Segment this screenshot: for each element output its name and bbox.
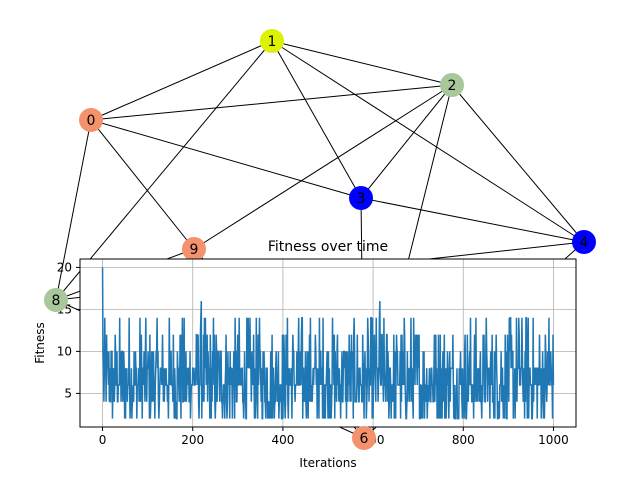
x-tick-label: 800 — [452, 433, 475, 447]
graph-node-circle — [79, 108, 103, 132]
graph-node-label: 9 — [190, 242, 199, 258]
graph-edge-0-2 — [90, 84, 453, 121]
x-tick-label: 400 — [271, 433, 294, 447]
graph-edge-1-8 — [55, 40, 273, 301]
graph-node-circle — [260, 29, 284, 53]
graph-node-6: 6 — [352, 426, 376, 450]
graph-edge-3-4 — [360, 197, 585, 243]
graph-node-2: 2 — [440, 73, 464, 97]
graph-node-circle — [182, 237, 206, 261]
graph-node-label: 2 — [448, 78, 457, 94]
graph-edge-0-8 — [55, 119, 92, 301]
x-tick-label: 1000 — [538, 433, 569, 447]
graph-edge-1-4 — [271, 40, 585, 243]
graph-node-circle — [349, 186, 373, 210]
graph-node-3: 3 — [349, 186, 373, 210]
y-tick-label: 10 — [57, 344, 72, 358]
graph-front-nodes: 68 — [44, 288, 376, 450]
graph-node-4: 4 — [572, 230, 596, 254]
y-axis-title: Fitness — [33, 322, 47, 364]
graph-node-label: 8 — [52, 293, 61, 309]
graph-edge-2-9 — [193, 84, 453, 250]
y-tick-label: 20 — [57, 260, 72, 274]
graph-node-circle — [440, 73, 464, 97]
graph-node-9: 9 — [182, 237, 206, 261]
graph-edge-2-3 — [360, 84, 453, 199]
graph-edge-0-9 — [90, 119, 195, 250]
graph-nodes: 0 1 2 3 4 9 — [79, 29, 596, 261]
graph-edge-1-2 — [271, 40, 453, 86]
x-tick-label: 200 — [181, 433, 204, 447]
x-axis-title: Iterations — [299, 456, 356, 470]
graph-edge-1-3 — [271, 40, 362, 199]
graph-edge-1-0 — [90, 40, 273, 121]
x-axis-ticks: 02004006008001000 — [99, 427, 569, 447]
y-tick-label: 5 — [64, 386, 72, 400]
graph-node-1: 1 — [260, 29, 284, 53]
graph-node-label: 4 — [580, 235, 589, 251]
graph-edge-2-4 — [451, 84, 585, 243]
fitness-series-line — [101, 267, 555, 420]
graph-node-circle — [572, 230, 596, 254]
chart-title: Fitness over time — [268, 239, 388, 255]
graph-node-circle — [44, 288, 68, 312]
plot-frame — [79, 258, 577, 428]
graph-node-label: 3 — [357, 191, 366, 207]
graph-node-0: 0 — [79, 108, 103, 132]
graph-node-label: 0 — [87, 113, 96, 129]
graph-node-8: 8 — [44, 288, 68, 312]
graph-edge-0-3 — [90, 119, 362, 199]
graph-node-label: 6 — [360, 431, 369, 447]
graph-node-circle — [352, 426, 376, 450]
x-tick-label: 0 — [99, 433, 107, 447]
graph-node-label: 1 — [268, 34, 277, 50]
